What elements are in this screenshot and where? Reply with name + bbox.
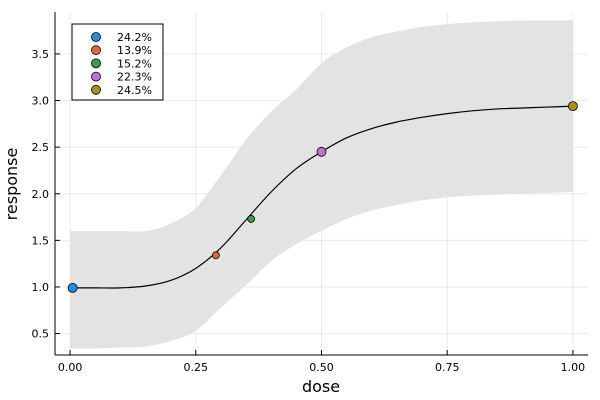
data-point-4: [316, 146, 327, 157]
confidence-band-layer: [70, 20, 573, 349]
legend-marker-2: [91, 45, 101, 56]
confidence-band: [70, 20, 573, 349]
y-tick-label: 3.5: [32, 48, 50, 61]
x-axis-label: dose: [302, 377, 340, 396]
x-tick-label: 0.00: [58, 361, 83, 374]
y-tick-label: 3.0: [32, 95, 50, 108]
legend-marker-4: [91, 71, 101, 82]
y-tick-label: 2.5: [32, 141, 50, 154]
axes: [54, 12, 588, 356]
y-axis-label: response: [2, 148, 21, 221]
y-tick-label: 1.5: [32, 234, 50, 247]
legend-label-1: 24.2%: [117, 31, 152, 44]
data-points-layer: [67, 101, 578, 293]
legend-box: [71, 23, 164, 101]
data-point-3: [247, 215, 256, 223]
y-tick-label: 2.0: [32, 188, 50, 201]
legend-marker-1: [91, 32, 101, 42]
x-tick-label: 1.00: [561, 361, 586, 374]
data-point-5: [568, 101, 578, 112]
legend-marker-5: [91, 84, 101, 95]
legend-label-4: 22.3%: [117, 71, 152, 84]
legend-label-5: 24.5%: [117, 84, 152, 97]
x-tick-label: 0.75: [435, 361, 460, 374]
y-tick-label: 1.0: [32, 281, 50, 294]
legend: 24.2%13.9%15.2%22.3%24.5%: [71, 23, 164, 101]
tick-labels: 0.00 0.25 0.50 0.75 1.00 0.5 1.0 1.5 2.0 2.5 3.0 3.…: [32, 48, 586, 374]
legend-marker-3: [91, 58, 101, 69]
data-point-2: [212, 251, 220, 260]
legend-label-3: 15.2%: [117, 57, 152, 70]
data-point-1: [67, 282, 78, 293]
y-tick-label: 0.5: [32, 328, 50, 341]
x-tick-label: 0.50: [309, 361, 334, 374]
x-tick-label: 0.25: [184, 361, 209, 374]
legend-label-2: 13.9%: [117, 44, 152, 57]
